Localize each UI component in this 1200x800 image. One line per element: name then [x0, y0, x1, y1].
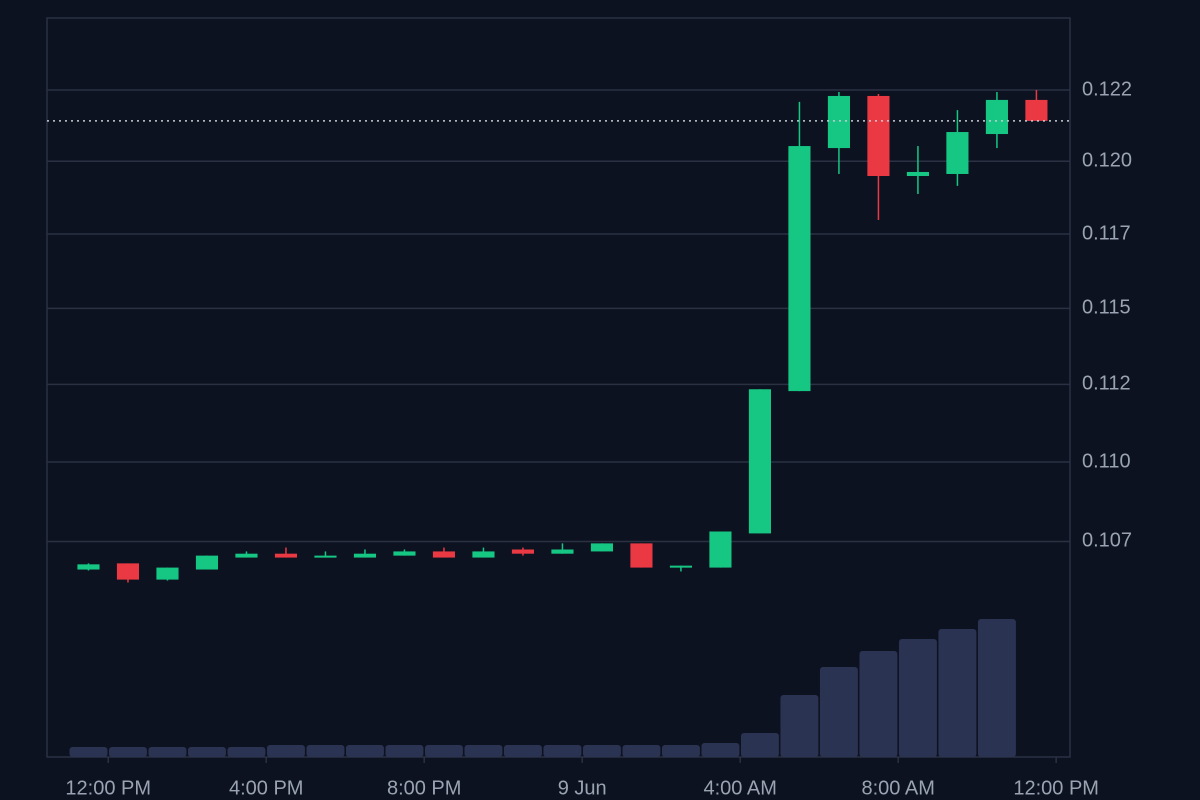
volume-bar: [109, 747, 147, 757]
x-tick-label: 12:00 PM: [1013, 777, 1099, 799]
x-tick-label: 8:00 AM: [861, 777, 934, 799]
y-tick-label: 0.107: [1082, 530, 1132, 552]
x-tick-label: 12:00 PM: [65, 777, 151, 799]
candle-body: [274, 553, 298, 558]
candle-body: [472, 551, 495, 558]
candle-body: [669, 565, 693, 568]
volume-bar: [582, 745, 621, 757]
volume-bar: [977, 619, 1016, 757]
y-tick-label: 0.122: [1082, 78, 1132, 100]
volume-bar: [661, 745, 700, 757]
volume-bar: [701, 743, 740, 757]
candle-body: [195, 555, 219, 570]
x-tick-label: 4:00 PM: [229, 777, 303, 799]
candle-body: [906, 171, 929, 177]
volume-bar: [188, 747, 226, 757]
y-tick-label: 0.120: [1082, 150, 1132, 172]
candle-body: [551, 549, 574, 554]
candle-body: [788, 146, 811, 392]
volume-bar: [69, 747, 108, 757]
volume-bar: [622, 745, 661, 757]
x-tick-label: 8:00 PM: [387, 777, 461, 799]
volume-bar: [148, 747, 187, 757]
candle-body: [630, 543, 653, 568]
volume-bar: [898, 639, 937, 757]
volume-bar: [938, 629, 977, 757]
y-tick-label: 0.117: [1082, 222, 1131, 244]
volume-bar: [385, 745, 424, 757]
candle-body: [590, 543, 614, 552]
y-tick-label: 0.112: [1082, 373, 1131, 395]
volume-bar: [267, 745, 305, 757]
candle-body: [827, 95, 850, 149]
volume-bar: [740, 733, 779, 757]
candle-body: [156, 567, 179, 580]
candle-body: [432, 551, 456, 558]
volume-bar: [424, 745, 463, 757]
y-tick-label: 0.110: [1082, 450, 1131, 472]
volume-bar: [819, 667, 858, 757]
candle-body: [1025, 99, 1048, 121]
volume-bar: [780, 695, 819, 757]
volume-bar: [503, 745, 542, 757]
candle-body: [314, 555, 337, 558]
volume-bar: [859, 651, 898, 757]
volume-bar: [543, 745, 582, 757]
candle-body: [748, 389, 771, 534]
volume-bar: [346, 745, 384, 757]
candle-body: [867, 95, 890, 177]
candle-body: [235, 553, 258, 558]
x-tick-label: 4:00 AM: [703, 777, 776, 799]
y-tick-label: 0.115: [1082, 297, 1131, 319]
x-tick-label: 9 Jun: [558, 777, 607, 799]
candle-body: [946, 132, 969, 174]
candle-body: [116, 563, 140, 580]
candle-body: [353, 553, 377, 558]
candle-body: [511, 549, 535, 554]
candle-body: [985, 99, 1008, 135]
volume-bar: [306, 745, 345, 757]
candle-body: [393, 551, 416, 556]
volume-bar: [464, 745, 503, 757]
volume-bar: [227, 747, 266, 757]
candle-body: [709, 531, 732, 568]
candle-body: [77, 564, 100, 570]
